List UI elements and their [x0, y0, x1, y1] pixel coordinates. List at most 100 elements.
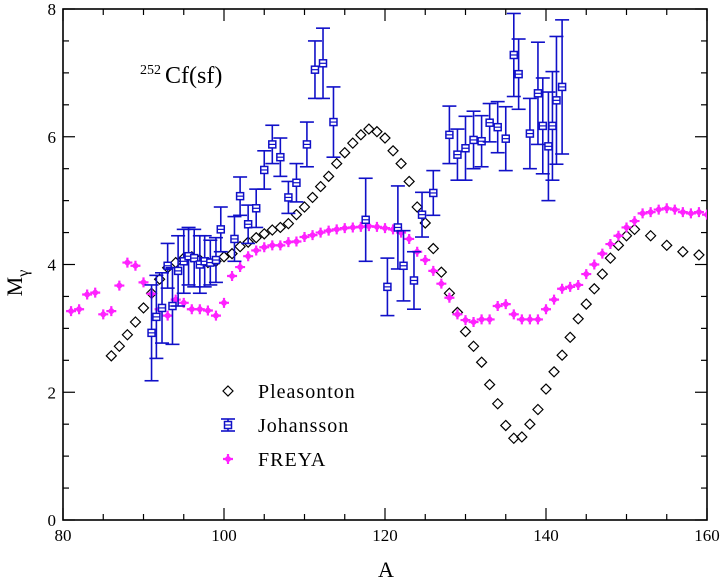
legend-item-freya: FREYA: [223, 449, 325, 471]
freya-point: [492, 301, 503, 312]
pleasonton-point: [499, 419, 512, 432]
freya-point: [178, 297, 189, 308]
pleasonton-point: [644, 229, 657, 242]
x-tick-label: 120: [372, 526, 398, 545]
freya-point: [710, 206, 720, 216]
freya-point: [275, 240, 286, 251]
freya-point: [283, 237, 294, 248]
y-axis-label: Mγ: [2, 270, 32, 297]
johansson-point: [227, 215, 242, 263]
legend-symbol-plus: [223, 454, 233, 464]
reaction-annotation: 252 Cf(sf): [140, 61, 222, 89]
pleasonton-point: [459, 325, 472, 338]
freya-point: [355, 221, 366, 232]
johansson-point: [380, 257, 395, 317]
x-tick-label: 160: [694, 526, 720, 545]
johansson-point: [171, 234, 186, 307]
pleasonton-point: [491, 397, 504, 410]
freya-point: [500, 299, 511, 310]
johansson-point: [160, 242, 175, 289]
legend-diamond: [222, 385, 234, 397]
johansson-point: [144, 284, 159, 382]
freya-point: [235, 262, 246, 273]
pleasonton-point: [710, 253, 720, 263]
freya-point: [605, 239, 616, 250]
freya-point: [637, 208, 648, 219]
johansson-point: [549, 35, 564, 166]
pleasonton-point: [387, 144, 399, 157]
freya-point: [114, 280, 125, 291]
pleasonton-point: [556, 349, 568, 362]
pleasonton-point: [322, 170, 335, 183]
freya-point: [532, 314, 543, 325]
freya-point: [452, 309, 463, 320]
freya-point: [347, 222, 358, 233]
freya-point: [267, 240, 278, 251]
series-pleasonton: [105, 123, 720, 445]
johansson-point: [181, 226, 196, 286]
freya-point: [460, 315, 471, 326]
johansson-point: [415, 191, 430, 238]
freya-point: [162, 310, 173, 321]
y-tick-label: 8: [48, 0, 57, 19]
johansson-point: [530, 41, 545, 146]
freya-point: [516, 314, 527, 325]
pleasonton-point: [129, 316, 142, 328]
plot-frame: [62, 8, 708, 521]
johansson-point: [213, 206, 228, 253]
freya-point: [363, 221, 374, 232]
freya-point: [315, 227, 326, 238]
pleasonton-point: [355, 128, 367, 141]
pleasonton-point: [113, 340, 126, 353]
freya-point: [718, 205, 722, 215]
pleasonton-point: [540, 383, 552, 395]
pleasonton-point: [371, 125, 383, 138]
johansson-point: [396, 229, 411, 302]
freya-point: [653, 204, 664, 215]
legend-errorbar: [221, 418, 235, 432]
freya-point: [388, 224, 399, 235]
legend-symbol-errorbar: [221, 418, 235, 432]
freya-point: [106, 306, 117, 317]
freya-point: [669, 204, 680, 215]
pleasonton-point: [588, 282, 601, 295]
pleasonton-point: [435, 266, 448, 279]
freya-point: [194, 304, 205, 315]
johansson-point: [273, 137, 288, 178]
pleasonton-point: [346, 137, 359, 149]
freya-point: [597, 248, 608, 259]
y-axis-label-main: M: [2, 277, 27, 297]
johansson-point: [155, 272, 170, 344]
annotation-main: Cf(sf): [165, 63, 222, 89]
pleasonton-point: [218, 250, 230, 263]
johansson-point: [203, 239, 218, 286]
pleasonton-point: [677, 245, 689, 258]
johansson-point: [506, 12, 521, 98]
x-tick-label: 80: [55, 526, 72, 545]
freya-point: [693, 207, 704, 218]
plot-border: [62, 8, 708, 521]
freya-point: [186, 304, 197, 315]
freya-point: [524, 314, 535, 325]
pleasonton-point: [137, 302, 150, 314]
pleasonton-point: [564, 331, 576, 344]
freya-point: [573, 279, 584, 290]
pleasonton-point: [379, 132, 391, 144]
freya-point: [227, 270, 238, 281]
freya-point: [66, 306, 77, 317]
johansson-point: [187, 228, 202, 288]
y-tick-label: 2: [48, 383, 57, 402]
freya-point: [436, 278, 447, 289]
freya-point: [428, 265, 439, 276]
pleasonton-point: [580, 298, 593, 310]
freya-point: [243, 251, 254, 262]
legend-label: Johansson: [258, 415, 349, 437]
johansson-point: [482, 102, 497, 143]
johansson-point: [426, 169, 441, 217]
freya-point: [661, 203, 672, 214]
freya-point: [74, 304, 85, 315]
pleasonton-point: [298, 201, 311, 213]
freya-point: [130, 260, 141, 271]
pleasonton-point: [282, 217, 295, 230]
freya-point: [339, 223, 350, 234]
